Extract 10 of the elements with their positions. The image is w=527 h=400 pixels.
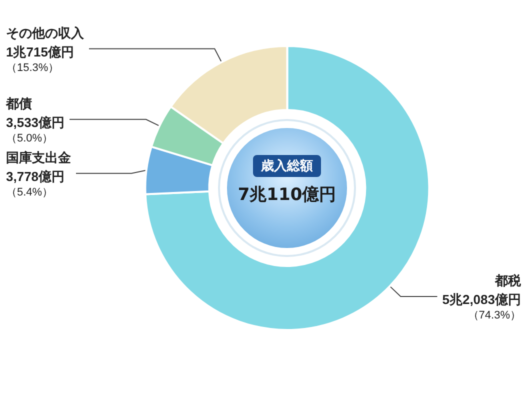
slice-label: 国庫支出金 — [6, 150, 72, 165]
data-label: 3,778億円（5.4%） — [6, 168, 65, 198]
slice-label: その他の収入 — [6, 25, 85, 40]
data-label: 3,533億円（5.0%） — [6, 114, 65, 144]
text: 歳入総額 — [253, 155, 321, 177]
data-label: 5兆2,083億円（74.3%） — [442, 292, 521, 322]
slice-label: 都債 — [5, 96, 32, 111]
slice-label: 都税 — [494, 273, 522, 288]
text: 7兆110億円 — [236, 184, 338, 206]
data-label: 1兆715億円（15.3%） — [6, 44, 74, 74]
